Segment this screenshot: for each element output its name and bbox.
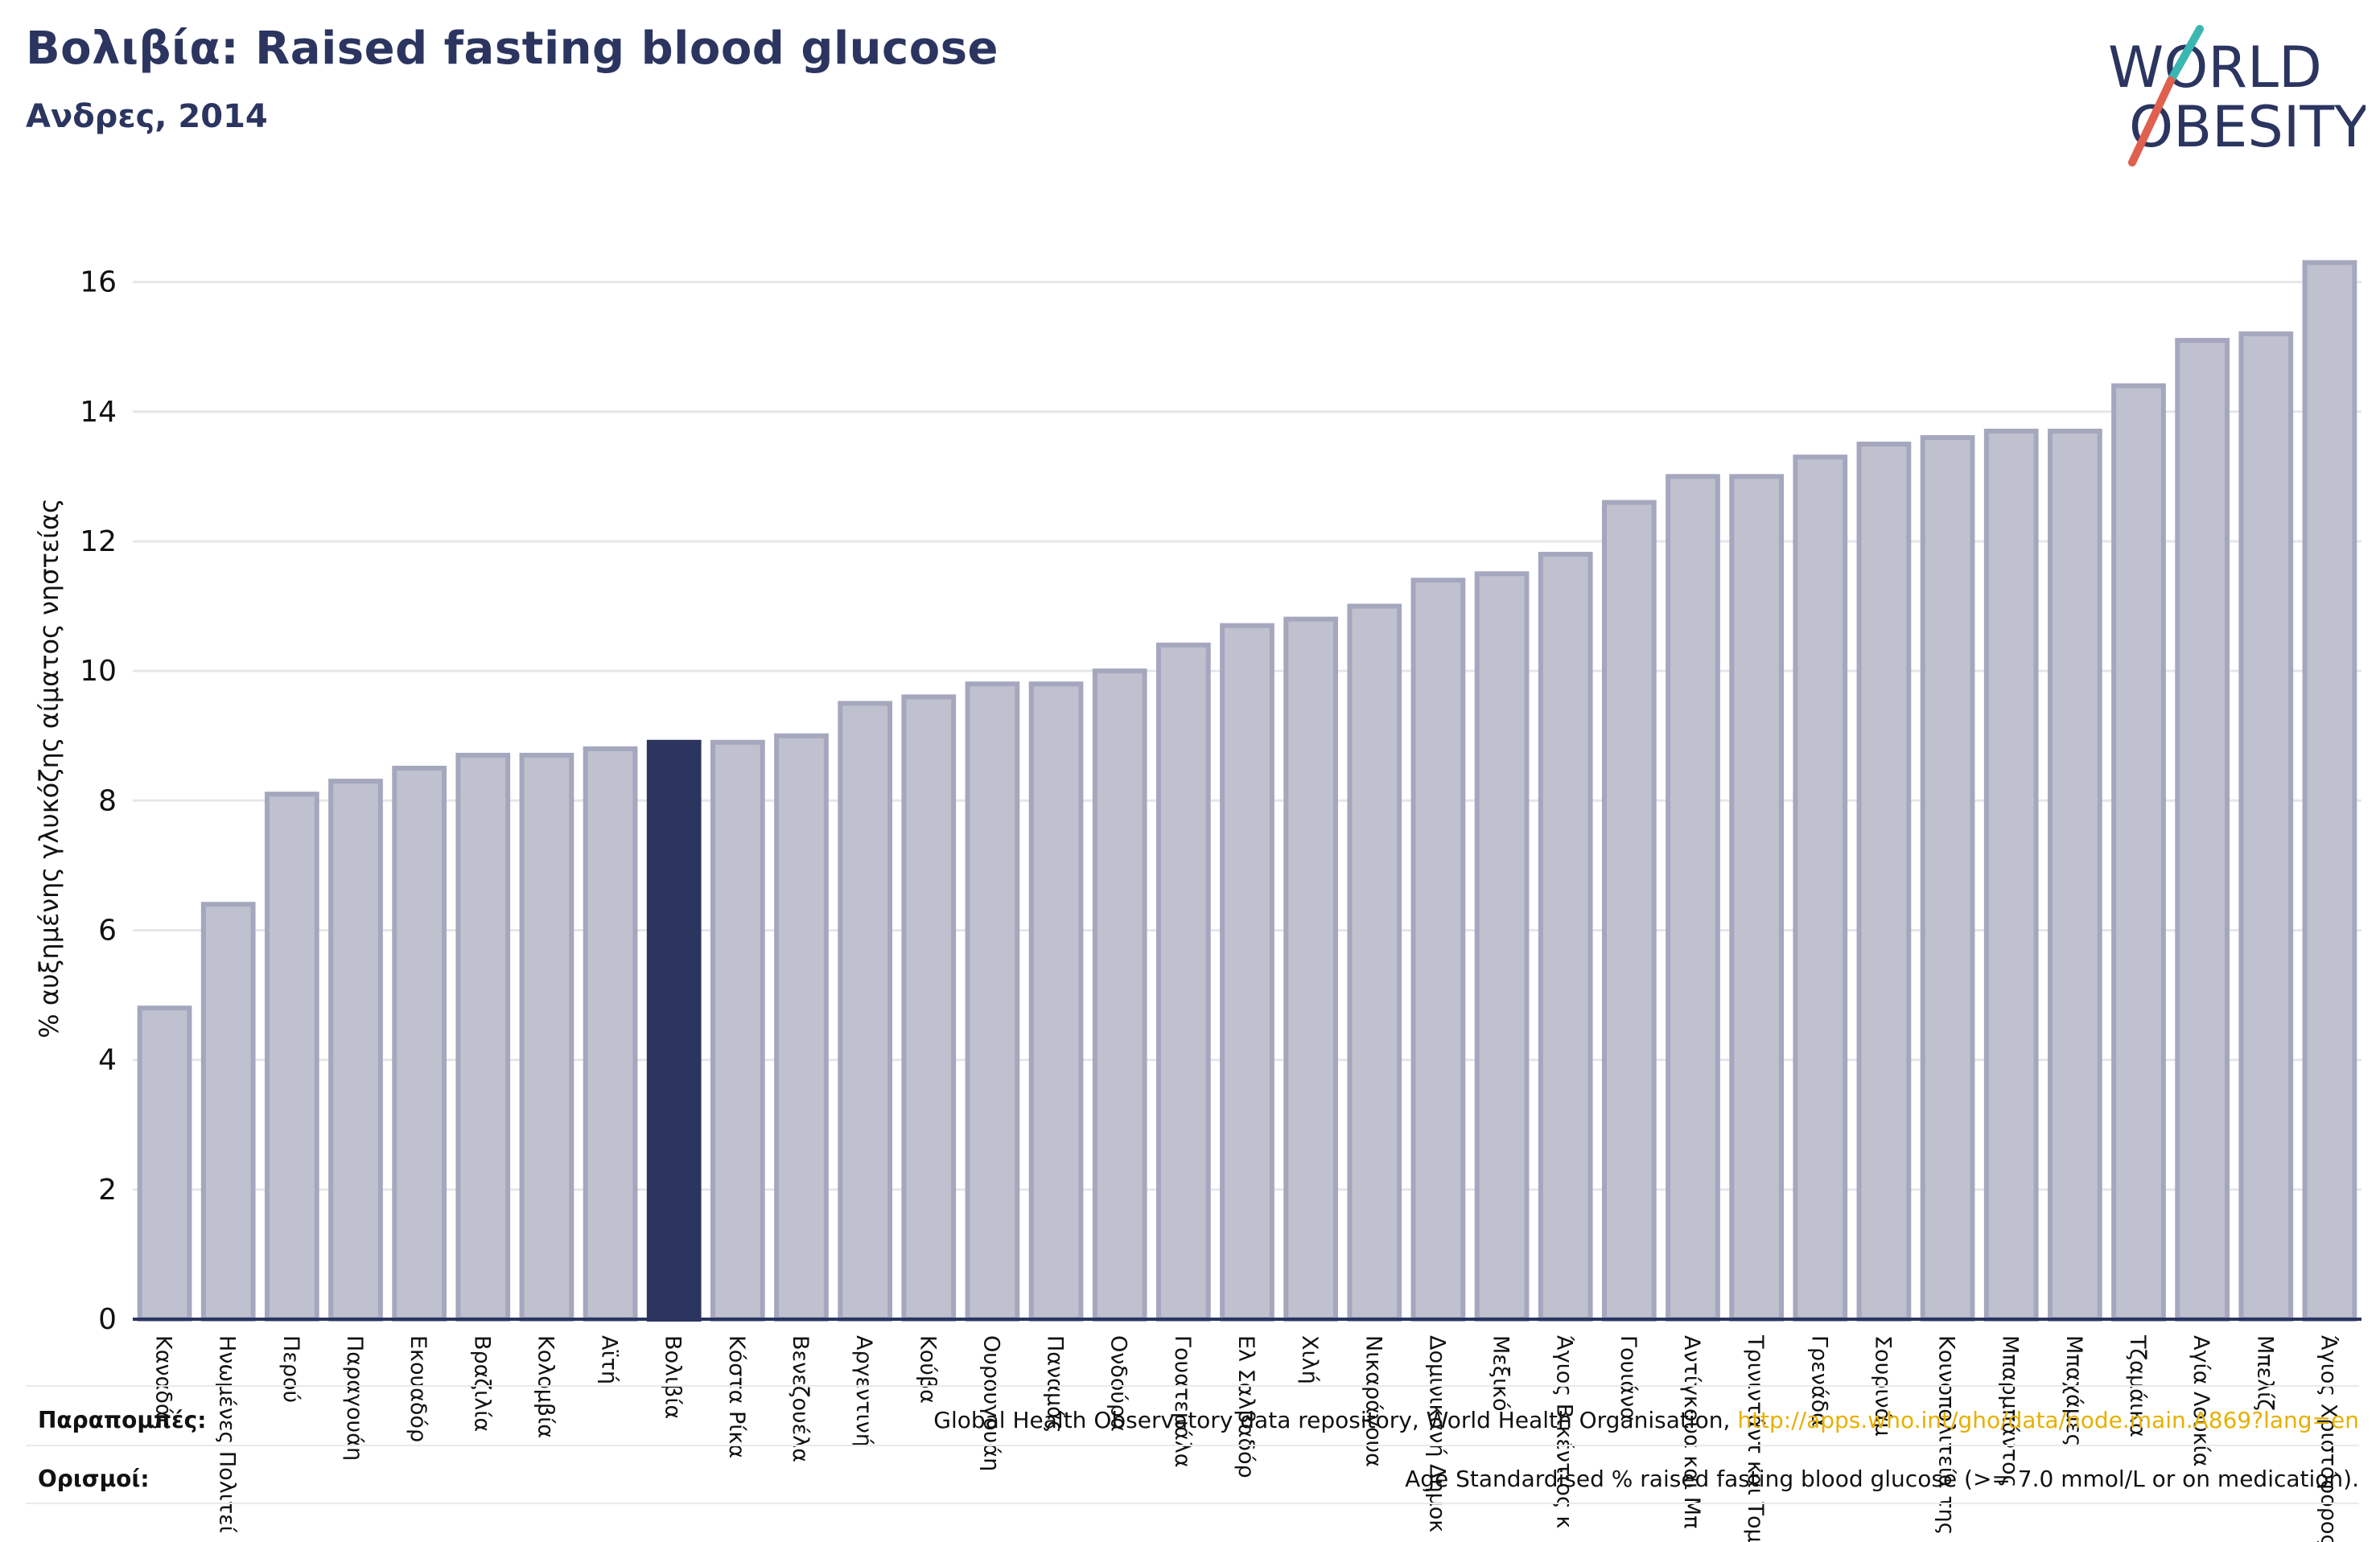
y-tick-label: 2 — [98, 1174, 117, 1207]
x-tick-label: Αργεντινή — [851, 1335, 876, 1447]
y-tick-label: 8 — [98, 784, 117, 817]
y-tick-label: 6 — [98, 914, 117, 947]
logo-line1: WORLD — [2108, 35, 2322, 101]
x-tick-label: Δομινικανή Δημοκ — [1424, 1335, 1449, 1532]
bar — [328, 779, 383, 1322]
x-tick-label: Μπαρμπάντος — [1998, 1335, 2023, 1487]
world-obesity-logo: WORLD OBESITY — [2108, 25, 2366, 167]
x-tick-label: Παραγουάη — [342, 1335, 367, 1461]
footer-rule-top — [26, 1385, 2359, 1387]
x-tick-label: Αντίγκουα και Μπ — [1679, 1335, 1704, 1528]
x-tick-label: Βολιβία — [661, 1335, 686, 1419]
bar — [2238, 331, 2294, 1322]
logo-slash-red — [2128, 76, 2175, 167]
y-tick-label: 4 — [98, 1044, 117, 1077]
bar — [1983, 428, 2039, 1322]
bar — [1092, 668, 1147, 1322]
x-tick-label: Ηνωμένες Πολιτεί — [215, 1335, 240, 1533]
bar — [1666, 474, 1720, 1322]
y-tick-label: 14 — [80, 396, 117, 429]
y-axis-label: % αυξημένης γλυκόζης αίματος νηστείας — [34, 498, 64, 1038]
y-tick-label: 0 — [98, 1303, 117, 1336]
bar — [264, 792, 319, 1322]
x-tick-label: Κολομβία — [533, 1335, 558, 1438]
bar — [1793, 454, 1848, 1322]
y-tick-label: 10 — [80, 655, 117, 688]
bar — [1856, 442, 1912, 1322]
bar — [2111, 383, 2166, 1322]
bar — [1474, 571, 1530, 1322]
x-tick-label: Καναδάς — [151, 1335, 176, 1431]
x-tick-label: Άγιος Χριστόφορος — [2316, 1335, 2341, 1542]
footer-sources-text: Global Health Observatory data repositor… — [933, 1407, 2359, 1433]
bar — [1155, 642, 1211, 1322]
bar — [1410, 578, 1466, 1322]
bar — [392, 766, 447, 1322]
x-tick-label: Άγιος Βικέντιος κ — [1552, 1335, 1577, 1528]
bar — [1601, 500, 1657, 1322]
chart-subtitle: Ανδρες, 2014 — [26, 98, 268, 135]
x-tick-label: Μπελίζ — [2252, 1335, 2277, 1411]
x-tick-label: Γουιάνα — [1616, 1335, 1641, 1421]
bar — [1028, 681, 1084, 1322]
footer-sources-label: Παραπομπές: — [38, 1407, 207, 1433]
y-tick-label: 12 — [80, 525, 117, 558]
footer-sources-row: Παραπομπές: Global Health Observatory da… — [26, 1396, 2359, 1444]
bar — [2175, 338, 2230, 1322]
x-tick-label: Γρενάδα — [1806, 1335, 1831, 1427]
x-tick-label: Ονδούρα — [1106, 1335, 1131, 1432]
bar — [519, 752, 574, 1322]
x-tick-label: Βραζιλία — [469, 1335, 494, 1432]
bar — [2047, 428, 2102, 1322]
x-tick-label: Βενεζουέλα — [788, 1335, 813, 1462]
footer-rule-bottom — [26, 1503, 2359, 1504]
x-tick-label: Ουρουγουάη — [978, 1335, 1003, 1471]
x-tick-label: Μπαχάμες — [2061, 1335, 2086, 1446]
bar — [1538, 552, 1593, 1322]
bar — [455, 752, 511, 1322]
bar-highlight — [646, 739, 702, 1322]
footer-rule-mid — [26, 1445, 2359, 1446]
x-tick-label: Αϊτή — [597, 1335, 622, 1384]
bar — [137, 1005, 192, 1322]
bar — [710, 739, 765, 1322]
bar — [1347, 603, 1402, 1322]
footer-definitions-row: Ορισμοί: Age Standardised % raised fasti… — [26, 1454, 2359, 1503]
x-tick-label: Περού — [278, 1335, 303, 1403]
bar — [583, 746, 638, 1322]
bar — [200, 902, 256, 1322]
bar — [965, 681, 1020, 1322]
bar — [1920, 435, 1975, 1322]
x-tick-label: Χιλή — [1297, 1335, 1322, 1384]
footer-sources-link[interactable]: http://apps.who.int/gho/data/node.main.A… — [1737, 1407, 2359, 1433]
bar — [774, 733, 829, 1322]
footer-sources-source: Global Health Observatory data repositor… — [933, 1407, 1738, 1433]
x-tick-label: Ελ Σαλβαδόρ — [1233, 1335, 1258, 1478]
x-tick-label: Κόστα Ρίκα — [724, 1335, 749, 1458]
x-tick-label: Κούβα — [915, 1335, 940, 1404]
footer-definitions-label: Ορισμοί: — [38, 1466, 150, 1492]
bar — [1220, 623, 1274, 1322]
x-tick-label: Κοινοπολιτεία της — [1934, 1335, 1959, 1535]
x-tick-label: Εκουαδόρ — [406, 1335, 430, 1442]
x-tick-label: Παναμάς — [1043, 1335, 1068, 1433]
x-tick-label: Τρινιντάντ και Τομ — [1743, 1334, 1768, 1542]
bar — [1283, 616, 1339, 1322]
footer-definitions-text: Age Standardised % raised fasting blood … — [1405, 1466, 2359, 1492]
x-tick-label: Μεξικό — [1489, 1335, 1513, 1412]
y-tick-label: 16 — [80, 266, 117, 299]
bar — [2302, 260, 2357, 1322]
logo-slash-teal — [2167, 25, 2204, 84]
bar — [1729, 474, 1785, 1322]
bar — [901, 694, 957, 1322]
bar — [838, 701, 893, 1322]
chart-title: Βολιβία: Raised fasting blood glucose — [26, 23, 999, 75]
logo-line2: OBESITY — [2129, 94, 2366, 160]
